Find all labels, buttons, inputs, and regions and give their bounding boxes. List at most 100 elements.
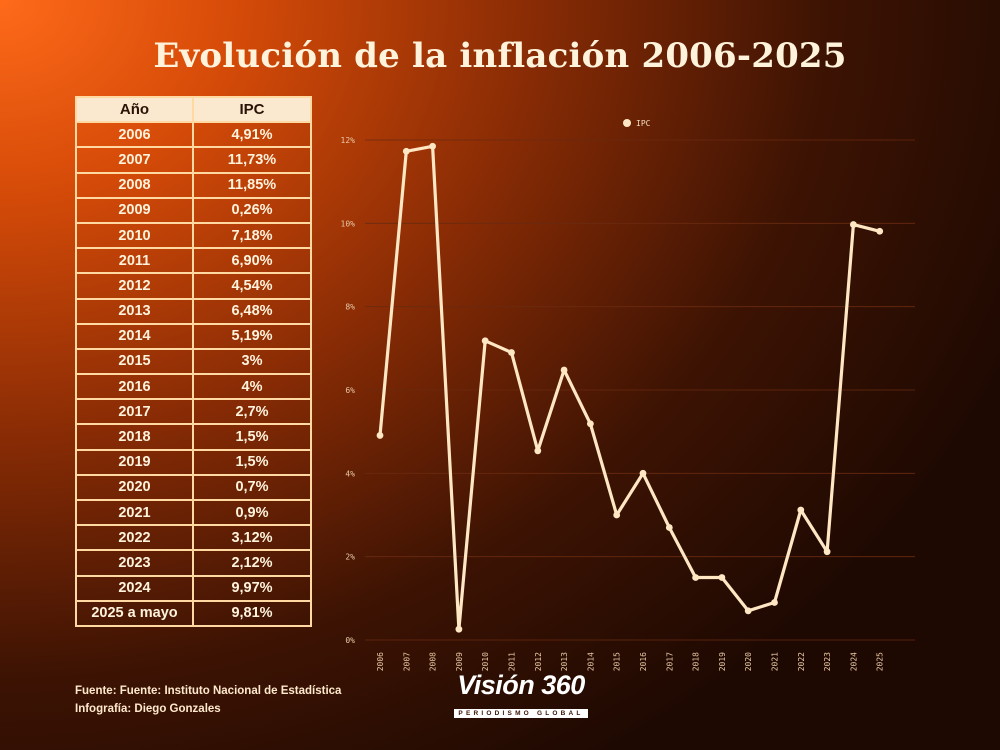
data-point bbox=[744, 607, 752, 615]
data-point bbox=[402, 147, 410, 155]
x-tick-label: 2006 bbox=[376, 652, 385, 671]
ipc-cell: 7,18% bbox=[192, 221, 312, 250]
source-note: Fuente: Fuente: Instituto Nacional de Es… bbox=[75, 685, 342, 697]
column-header-year: Año bbox=[75, 95, 194, 124]
table-row: 2017 2,7% bbox=[75, 398, 312, 426]
data-point bbox=[718, 574, 726, 581]
legend-marker bbox=[623, 119, 631, 127]
x-tick-label: 2010 bbox=[481, 652, 490, 671]
data-point bbox=[560, 366, 568, 374]
series-line-ipc bbox=[378, 144, 881, 631]
table-row: 2015 3% bbox=[75, 347, 312, 376]
y-tick-label: 2% bbox=[345, 553, 355, 562]
column-header-ipc: IPC bbox=[192, 95, 312, 124]
x-tick-label: 2007 bbox=[402, 652, 411, 671]
data-point bbox=[613, 511, 621, 519]
x-tick-label: 2014 bbox=[586, 652, 595, 671]
data-point bbox=[771, 599, 778, 606]
ipc-cell: 0,26% bbox=[192, 196, 312, 224]
ipc-cell: 0,9% bbox=[192, 498, 312, 527]
ipc-cell: 2,7% bbox=[192, 398, 312, 426]
data-point bbox=[692, 574, 699, 581]
y-tick-label: 12% bbox=[341, 136, 356, 145]
ipc-cell: 4% bbox=[192, 373, 312, 401]
data-point bbox=[665, 524, 673, 531]
year-cell: 2012 bbox=[75, 272, 194, 300]
x-tick-label: 2015 bbox=[613, 652, 622, 671]
ipc-cell: 11,85% bbox=[192, 171, 312, 199]
table-row: 2012 4,54% bbox=[75, 272, 312, 300]
table-row: 2008 11,85% bbox=[75, 171, 312, 199]
table-row: 2016 4% bbox=[75, 373, 312, 401]
year-cell: 2025 a mayo bbox=[75, 599, 194, 627]
ipc-cell: 3,12% bbox=[192, 524, 312, 552]
y-tick-label: 6% bbox=[345, 386, 355, 395]
year-cell: 2008 bbox=[75, 171, 194, 199]
year-cell: 2021 bbox=[75, 498, 194, 527]
ipc-cell: 1,5% bbox=[192, 423, 312, 451]
footer: Fuente: Fuente: Instituto Nacional de Es… bbox=[75, 682, 341, 718]
x-tick-label: 2019 bbox=[718, 652, 727, 671]
table-row: 2025 a mayo 9,81% bbox=[75, 599, 312, 627]
table-body: 2006 4,91% 2007 11,73% 2008 11,85% 2009 0,26% 20… bbox=[75, 121, 312, 627]
ipc-cell: 2,12% bbox=[192, 549, 312, 577]
ipc-cell: 4,54% bbox=[192, 272, 312, 300]
ipc-cell: 6,48% bbox=[192, 297, 312, 325]
ipc-cell: 9,97% bbox=[192, 574, 312, 602]
table-row: 2023 2,12% bbox=[75, 549, 312, 577]
data-point bbox=[376, 432, 384, 439]
y-tick-label: 0% bbox=[345, 636, 355, 645]
table-row: 2007 11,73% bbox=[75, 146, 312, 174]
data-point bbox=[639, 469, 647, 477]
table-row: 2019 1,5% bbox=[75, 448, 312, 476]
x-tick-label: 2009 bbox=[455, 652, 464, 671]
year-cell: 2011 bbox=[75, 247, 194, 275]
data-point bbox=[481, 337, 489, 345]
ipc-cell: 6,90% bbox=[192, 247, 312, 275]
x-tick-label: 2008 bbox=[429, 652, 438, 671]
legend-label: IPC bbox=[636, 119, 651, 128]
year-cell: 2013 bbox=[75, 297, 194, 325]
ipc-cell: 0,7% bbox=[192, 473, 312, 502]
data-point bbox=[508, 349, 515, 356]
table-row: 2018 1,5% bbox=[75, 423, 312, 451]
logo-tagline: PERIODISMO GLOBAL bbox=[454, 709, 588, 718]
table-header-row: Año IPC bbox=[75, 95, 312, 124]
table-row: 2024 9,97% bbox=[75, 574, 312, 602]
x-tick-label: 2011 bbox=[508, 652, 517, 671]
table-row: 2010 7,18% bbox=[75, 221, 312, 250]
year-cell: 2020 bbox=[75, 473, 194, 502]
y-tick-label: 10% bbox=[341, 219, 356, 228]
data-point bbox=[823, 548, 831, 556]
y-tick-label: 4% bbox=[345, 469, 355, 478]
vision360-logo: Visión 360 PERIODISMO GLOBAL bbox=[446, 670, 596, 719]
logo-brand: Visión 360 bbox=[457, 670, 585, 700]
x-tick-label: 2017 bbox=[665, 652, 674, 671]
x-tick-label: 2020 bbox=[744, 652, 753, 671]
x-tick-label: 2022 bbox=[797, 652, 806, 671]
year-cell: 2006 bbox=[75, 121, 194, 149]
data-point bbox=[455, 625, 463, 633]
year-cell: 2022 bbox=[75, 524, 194, 552]
credit-note: Infografía: Diego Gonzales bbox=[75, 703, 221, 715]
ipc-cell: 1,5% bbox=[192, 448, 312, 476]
year-cell: 2010 bbox=[75, 221, 194, 250]
data-point bbox=[850, 221, 857, 228]
year-cell: 2015 bbox=[75, 347, 194, 376]
table-row: 2013 6,48% bbox=[75, 297, 312, 325]
year-cell: 2016 bbox=[75, 373, 194, 401]
data-point bbox=[534, 447, 542, 455]
year-cell: 2024 bbox=[75, 574, 194, 602]
ipc-cell: 11,73% bbox=[192, 146, 312, 174]
x-tick-label: 2025 bbox=[876, 652, 885, 671]
data-point bbox=[876, 227, 884, 235]
x-tick-label: 2018 bbox=[692, 652, 701, 671]
table-row: 2020 0,7% bbox=[75, 473, 312, 502]
x-tick-label: 2012 bbox=[534, 652, 543, 671]
x-tick-label: 2013 bbox=[560, 652, 569, 671]
ipc-cell: 9,81% bbox=[192, 599, 312, 627]
table-row: 2011 6,90% bbox=[75, 247, 312, 275]
year-cell: 2019 bbox=[75, 448, 194, 476]
x-tick-label: 2024 bbox=[849, 652, 858, 671]
